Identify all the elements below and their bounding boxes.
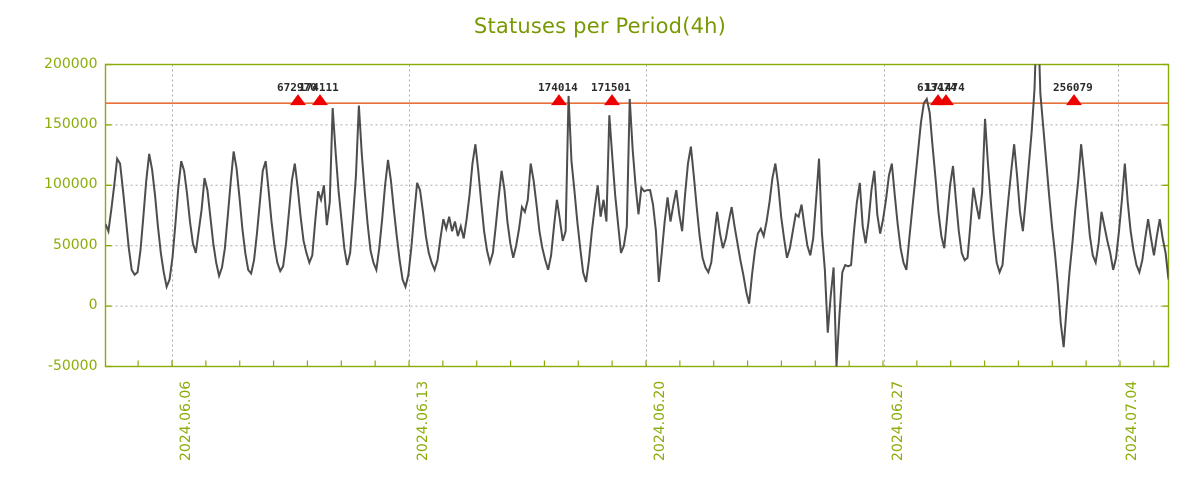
y-axis-tick-label: 200000 [44,55,98,72]
chart-title: Statuses per Period(4h) [473,14,727,38]
grid-lines [105,64,1169,367]
peak-value-label: 174111 [299,81,339,95]
x-axis-tick-label: 2024.06.20 [652,380,668,461]
axis-frame [104,63,1170,368]
peak-value-label: 171474 [925,81,965,95]
peak-value-label: 672970 [277,81,317,95]
y-axis-tick-label: 100000 [44,176,98,193]
y-axis-tick-label: 50000 [52,236,98,253]
peak-value-label: 256079 [1053,81,1093,95]
x-axis-tick-label: 2024.06.06 [178,380,194,461]
x-axis-tick-label: 2024.06.27 [890,380,906,461]
peak-value-label: 613474 [917,81,957,95]
data-series-line [105,64,1169,367]
peak-value-label: 174014 [538,81,578,95]
y-axis-tick-label: 150000 [44,115,98,132]
y-axis-tick-label: -50000 [47,357,98,374]
x-axis-tick-label: 2024.06.13 [415,380,431,461]
y-axis-tick-label: 0 [88,297,98,314]
peak-markers[interactable] [290,94,1082,106]
axis-ticks [105,63,1169,368]
x-axis-tick-label: 2024.07.04 [1124,380,1140,461]
peak-value-label: 171501 [591,81,631,95]
